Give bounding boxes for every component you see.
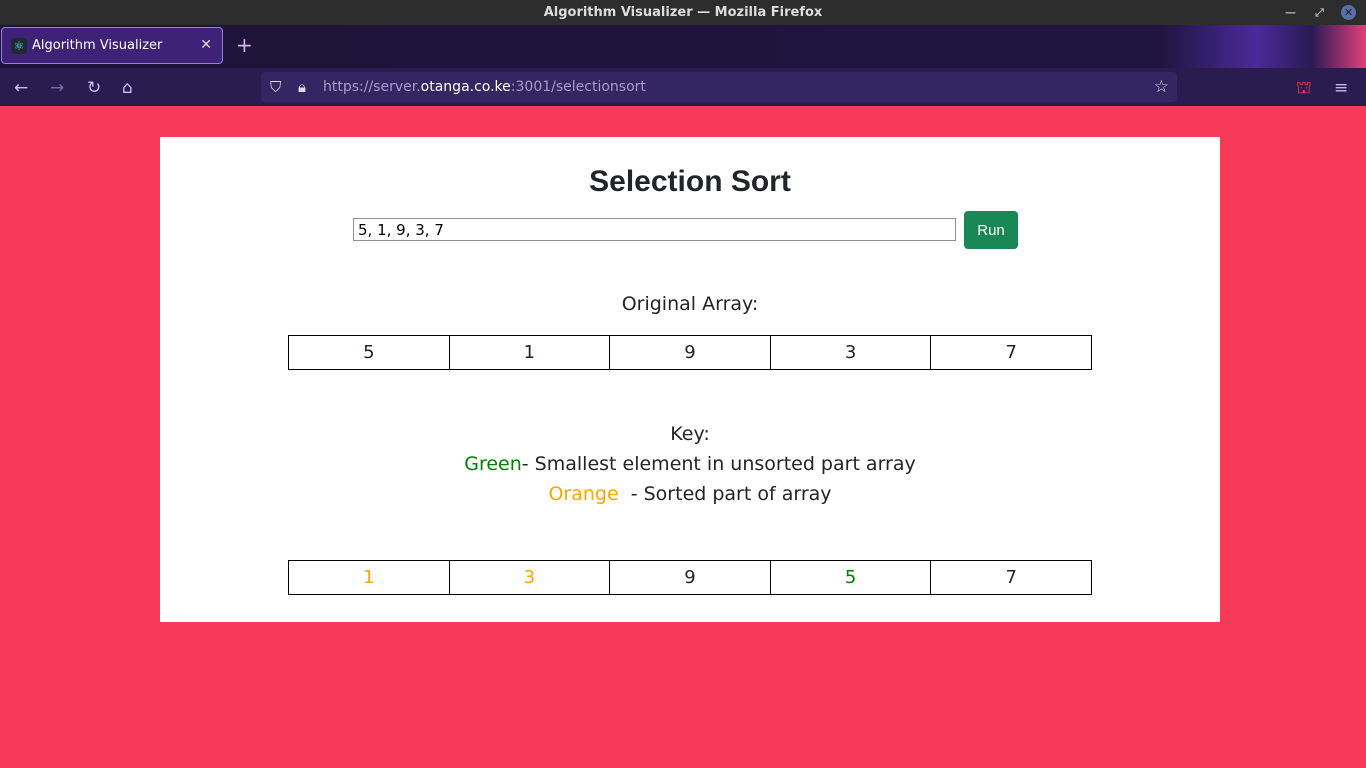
array-cell: 1 (448, 335, 611, 370)
key-orange: Orange (548, 483, 619, 505)
home-icon[interactable]: ⌂ (122, 78, 133, 98)
url-prefix: https://server. (323, 79, 421, 95)
extension-icon[interactable]: ⛫ (1296, 78, 1312, 98)
original-array-table: 5 1 9 3 7 (288, 335, 1092, 370)
react-icon: ⚛ (11, 38, 27, 54)
tab-bar: ⚛ Algorithm Visualizer ✕ + (0, 25, 1366, 68)
array-input[interactable] (353, 218, 956, 241)
close-window-icon[interactable]: ✕ (1341, 5, 1356, 20)
key-green-line: Green- Smallest element in unsorted part… (160, 453, 1220, 475)
array-cell: 5 (288, 335, 450, 370)
array-cell: 9 (609, 560, 771, 595)
url-suffix: :3001/selectionsort (510, 79, 646, 95)
new-tab-icon[interactable]: + (236, 33, 253, 57)
content-card: Selection Sort Run Original Array: 5 1 9… (160, 137, 1220, 622)
window-titlebar: Algorithm Visualizer — Mozilla Firefox —… (0, 0, 1366, 25)
lock-icon[interactable]: 🔒︎ (298, 78, 306, 96)
nav-bar: ← → ↻ ⌂ ⛉ 🔒︎ https://server.otanga.co.ke… (0, 68, 1366, 108)
url-domain: otanga.co.ke (420, 79, 511, 95)
array-cell: 3 (448, 560, 611, 595)
shield-icon[interactable]: ⛉ (270, 78, 282, 96)
maximize-icon[interactable]: ⤢ (1315, 6, 1324, 19)
key-orange-line: Orange - Sorted part of array (160, 483, 1220, 505)
run-button[interactable]: Run (964, 211, 1018, 249)
reload-icon[interactable]: ↻ (87, 78, 102, 98)
menu-icon[interactable]: ≡ (1334, 78, 1349, 98)
tab-title: Algorithm Visualizer (32, 38, 163, 53)
close-tab-icon[interactable]: ✕ (200, 37, 212, 53)
array-cell: 1 (288, 560, 450, 595)
key-green: Green (464, 453, 522, 475)
result-array-table: 1 3 9 5 7 (288, 560, 1092, 595)
key-orange-desc: - Sorted part of array (624, 483, 832, 505)
array-cell: 9 (609, 335, 771, 370)
tab-algorithm-visualizer[interactable]: ⚛ Algorithm Visualizer ✕ (1, 27, 223, 64)
window-title: Algorithm Visualizer — Mozilla Firefox (543, 5, 823, 20)
array-cell: 5 (769, 560, 932, 595)
bookmark-star-icon[interactable]: ☆ (1153, 77, 1169, 97)
forward-icon[interactable]: → (50, 78, 65, 98)
page-title: Selection Sort (589, 165, 791, 198)
url-bar[interactable]: ⛉ 🔒︎ https://server.otanga.co.ke:3001/se… (261, 72, 1177, 102)
back-icon[interactable]: ← (14, 78, 29, 98)
key-label: Key: (670, 423, 710, 445)
array-cell: 7 (930, 335, 1092, 370)
key-green-desc: - Smallest element in unsorted part arra… (521, 453, 916, 475)
minimize-icon[interactable]: — (1285, 6, 1296, 19)
original-array-label: Original Array: (621, 293, 759, 315)
array-cell: 7 (930, 560, 1092, 595)
array-cell: 3 (769, 335, 932, 370)
